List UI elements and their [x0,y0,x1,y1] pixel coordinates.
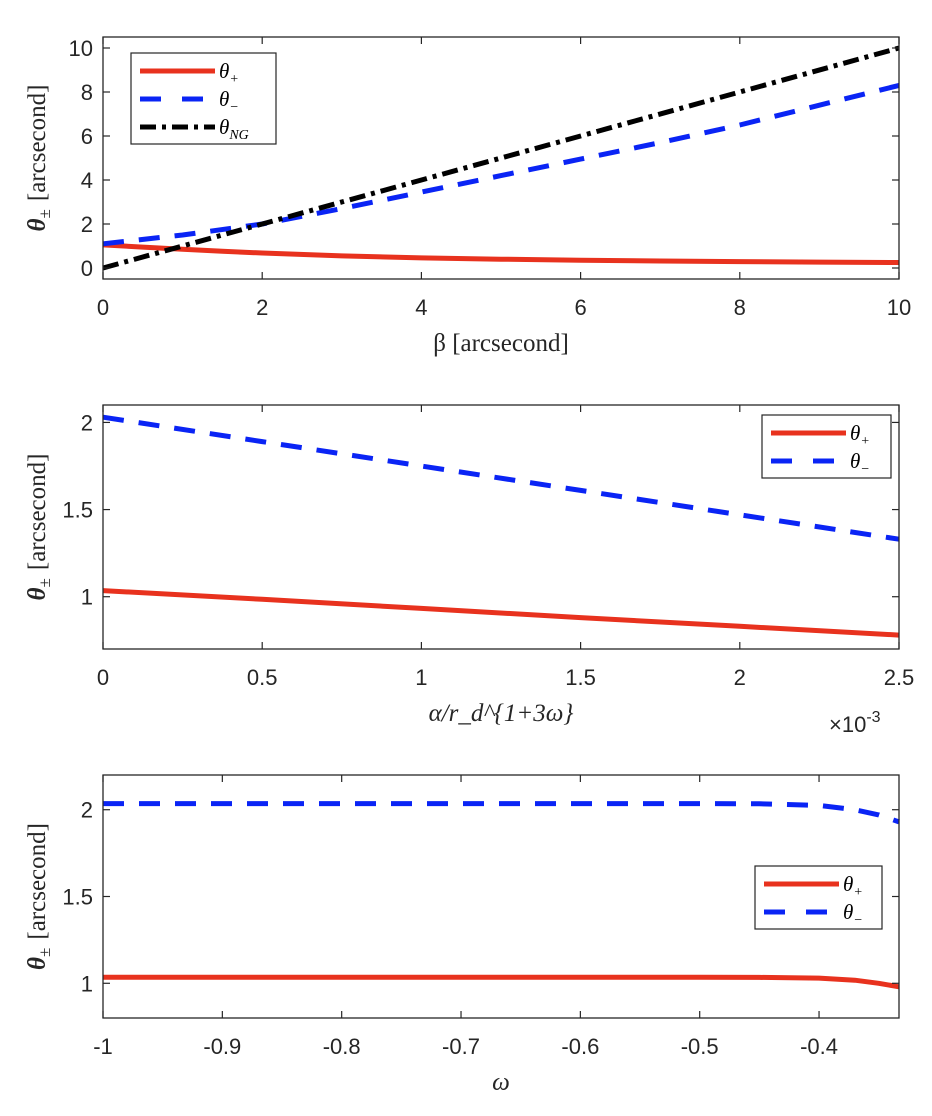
x-tick-label: -0.9 [203,1034,241,1059]
series-line-1 [102,242,900,265]
legend-symbol: θ [850,421,860,445]
series-line-2 [102,414,900,542]
x-tick-label: 6 [574,295,586,320]
y-tick-label: 1 [81,971,93,996]
legend-subscript: + [229,72,238,87]
y-label-symbol: θ [24,218,51,231]
legend-symbol: θ [219,59,229,83]
x-tick-label: 4 [415,295,427,320]
series-line-1 [102,588,900,638]
series-line-1 [103,974,900,990]
series-line-2 [103,801,900,825]
x-tick-label: -1 [93,1034,113,1059]
x-tick-label: 2 [256,295,268,320]
multiplier-base: ×10 [829,712,866,737]
legend-label-2: θ− [850,449,870,477]
y-tick-label: 1 [81,585,93,610]
y-tick-label: 4 [81,168,93,193]
x-tick-label: -0.7 [442,1034,480,1059]
axes-box [102,404,900,650]
y-tick-label: 10 [69,36,93,61]
legend-label-1: θ+ [850,421,870,449]
x-tick-label: 2.5 [884,665,915,690]
y-tick-label: 6 [81,124,93,149]
x-axis-label: α/r_d^{1+3ω} [429,700,574,727]
multiplier-exponent: -3 [866,709,880,726]
y-axis-label: θ± [arcsecond] [24,454,54,601]
legend-label-1: θ+ [843,872,863,900]
legend-subscript: − [853,913,862,928]
x-tick-label: 0 [97,295,109,320]
legend: θ+θ−θNG [130,52,277,145]
x-axis-multiplier: ×10-3 [829,709,881,737]
x-tick-label: -0.4 [800,1034,838,1059]
legend-subscript: + [860,434,869,449]
y-label-symbol: θ [24,587,51,600]
x-axis-label: β [arcsecond] [433,330,569,357]
x-tick-label: 8 [734,295,746,320]
subplot-3: -1 -0.9 -0.8 -0.7 -0.6 -0.5 -0.411.52θ±[arcsec… [24,774,900,1096]
x-tick-label: -0.6 [561,1034,599,1059]
y-label-unit: [arcsecond] [24,454,51,571]
x-tick-label: -0.8 [323,1034,361,1059]
y-label-unit: [arcsecond] [24,823,51,940]
y-tick-label: 8 [81,80,93,105]
y-label-subscript: ± [35,948,54,957]
x-tick-label: 1 [415,665,427,690]
y-tick-label: 0 [81,256,93,281]
x-tick-label: 0 [97,665,109,690]
x-tick-label: 10 [887,295,911,320]
legend-symbol: θ [843,900,853,924]
axes-box [102,36,900,280]
legend-box [754,865,883,930]
x-axis-label: ω [492,1069,510,1096]
y-tick-label: 2 [81,798,93,823]
y-label-subscript: ± [35,578,54,587]
legend-label-2: θ− [843,900,863,928]
legend-box [761,414,892,479]
y-tick-label: 2 [81,410,93,435]
x-tick-label: -0.5 [681,1034,719,1059]
legend-label-3: θNG [219,115,249,143]
y-tick-label: 2 [81,212,93,237]
legend-symbol: θ [843,872,853,896]
x-tick-label: 2 [734,665,746,690]
subplot-2: 0 0.5 1 1.5 2 2.511.52θ±[arcsecond]α/r_d^{1+3… [24,404,915,737]
series-line-2 [102,82,900,247]
x-tick-label: 0.5 [247,665,278,690]
y-label-symbol: θ [24,957,51,970]
legend-symbol: θ [219,87,229,111]
y-axis-label: θ± [arcsecond] [24,85,54,232]
legend: θ+θ− [761,414,892,479]
legend-subscript: − [229,100,238,115]
legend-symbol: θ [850,449,860,473]
y-axis-label: θ± [arcsecond] [24,823,54,970]
legend-label-2: θ− [219,87,239,115]
legend-symbol: θ [219,115,229,139]
y-label-subscript: ± [35,209,54,218]
legend-subscript: NG [228,128,248,143]
y-tick-label: 1.5 [62,885,93,910]
legend-subscript: + [853,885,862,900]
series-line-3 [102,45,900,271]
legend-subscript: − [860,462,869,477]
y-label-unit: [arcsecond] [24,85,51,202]
x-tick-label: 1.5 [565,665,596,690]
legend-label-1: θ+ [219,59,239,87]
legend: θ+θ− [754,865,883,930]
y-tick-label: 1.5 [62,498,93,523]
